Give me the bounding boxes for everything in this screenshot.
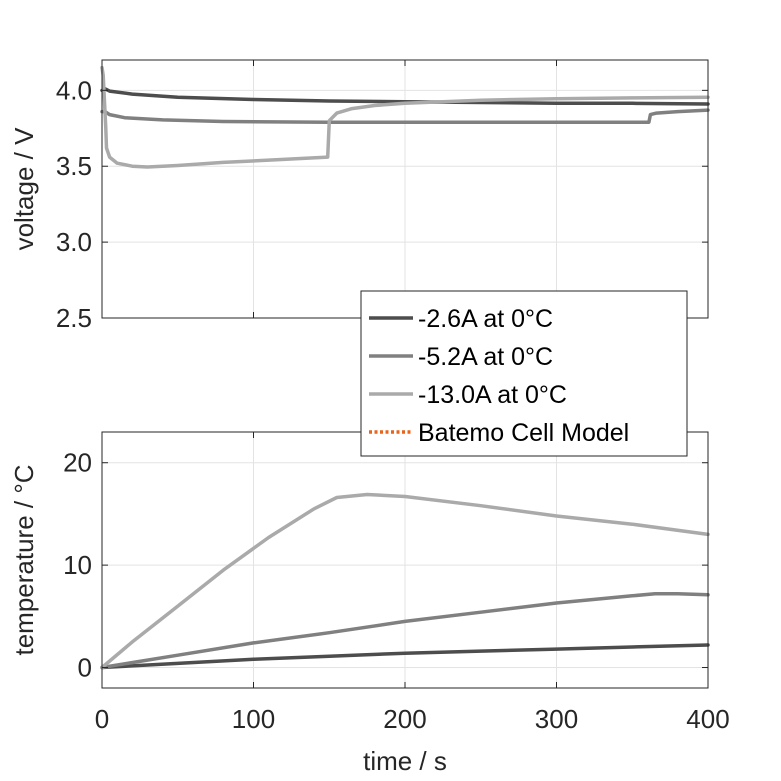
legend-label: Batemo Cell Model: [418, 419, 629, 447]
temperature-series: [100, 492, 710, 670]
legend-entry: -5.2A at 0°C: [369, 343, 553, 371]
temperature-panel: 0 100 200 300 400 0 10 20 temperature / °C time…: [9, 431, 730, 776]
y-tick-label: 4.0: [56, 75, 92, 105]
y-tick-label: 3.0: [56, 227, 92, 257]
legend-label: -13.0A at 0°C: [418, 381, 567, 409]
voltage-ticks: 2.5 3.0 3.5 4.0: [56, 60, 709, 333]
series-line: [100, 65, 710, 169]
series-line: [100, 492, 710, 670]
legend-entry: -13.0A at 0°C: [369, 381, 567, 409]
legend-label: -5.2A at 0°C: [418, 343, 553, 371]
series-line: [100, 592, 710, 670]
legend: -2.6A at 0°C -5.2A at 0°C -13.0A at 0°C Bat…: [360, 290, 688, 457]
series-line: [100, 87, 710, 106]
legend-box: [360, 290, 688, 457]
temperature-ticks: 0 100 200 300 400 0 10 20: [63, 432, 730, 734]
x-tick-label: 400: [686, 704, 729, 734]
series-line: [100, 643, 710, 670]
x-tick-label: 300: [535, 704, 578, 734]
time-axis-label: time / s: [363, 746, 447, 776]
y-tick-label: 0: [78, 653, 92, 683]
voltage-axis-label: voltage / V: [9, 127, 39, 251]
y-tick-label: 3.5: [56, 151, 92, 181]
voltage-panel: 2.5 3.0 3.5 4.0 voltage / V: [9, 59, 710, 333]
y-tick-label: 20: [63, 448, 92, 478]
legend-entry: Batemo Cell Model: [369, 419, 629, 447]
legend-entry: -2.6A at 0°C: [369, 305, 553, 333]
x-tick-label: 200: [383, 704, 426, 734]
x-tick-label: 100: [232, 704, 275, 734]
y-tick-label: 2.5: [56, 303, 92, 333]
x-tick-label: 0: [95, 704, 109, 734]
voltage-series: [100, 65, 710, 169]
y-tick-label: 10: [63, 550, 92, 580]
temperature-grid: [101, 432, 709, 688]
legend-label: -2.6A at 0°C: [418, 305, 553, 333]
temperature-axis-label: temperature / °C: [9, 464, 39, 655]
